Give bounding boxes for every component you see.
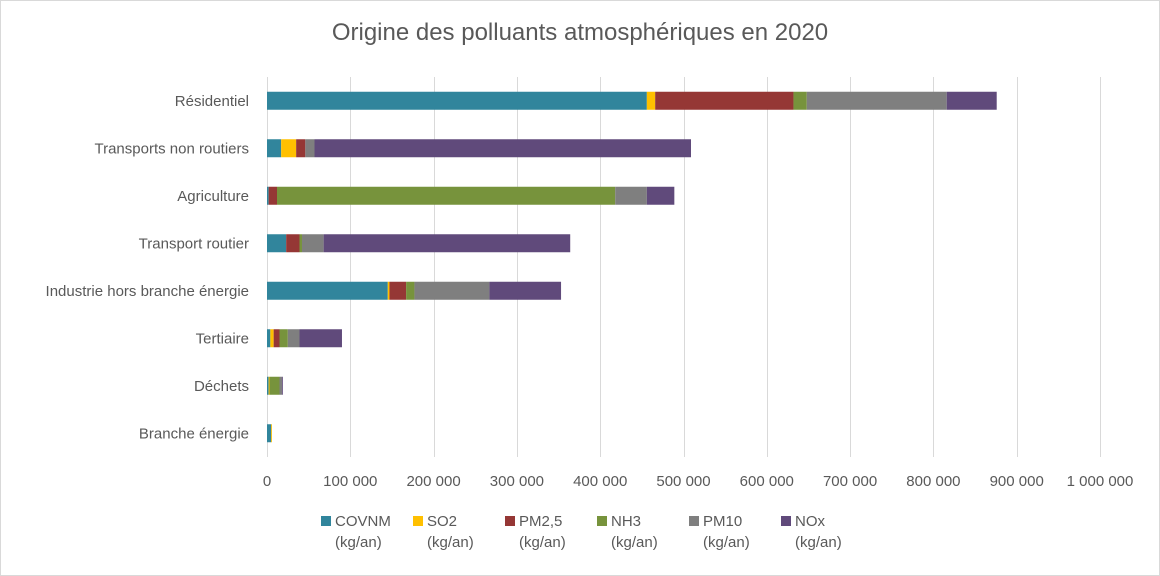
- bar-segment: [281, 139, 297, 158]
- category-label: Tertiaire: [196, 330, 249, 347]
- category-label: Déchets: [194, 378, 249, 395]
- x-tick-label: 500 000: [656, 473, 710, 490]
- chart-legend: COVNM (kg/an) SO2 (kg/an) PM2,5 (kg/an) NH3 (kg…: [321, 511, 873, 553]
- bar-segment: [267, 376, 269, 395]
- legend-swatch: [781, 516, 791, 526]
- bar-segment: [267, 424, 272, 443]
- legend-label: NH3 (kg/an): [611, 511, 658, 553]
- x-tick-label: 800 000: [906, 473, 960, 490]
- bar-segment: [268, 186, 277, 205]
- legend-label: PM10 (kg/an): [703, 511, 750, 553]
- legend-item: PM10 (kg/an): [689, 511, 781, 553]
- bar-segment: [655, 91, 794, 110]
- legend-item: PM2,5 (kg/an): [505, 511, 597, 553]
- chart-title: Origine des polluants atmosphériques en …: [331, 19, 829, 46]
- category-label: Agriculture: [177, 188, 249, 205]
- category-label: Transports non routiers: [94, 140, 249, 157]
- bar-segment: [267, 234, 287, 253]
- legend-label-line1: PM10: [703, 513, 743, 530]
- bar-segment: [267, 139, 282, 158]
- bar-segment: [414, 281, 490, 300]
- legend-item: NH3 (kg/an): [597, 511, 689, 553]
- legend-label-line1: COVNM: [335, 513, 391, 530]
- bar-segment: [387, 281, 390, 300]
- legend-label: SO2 (kg/an): [427, 511, 474, 553]
- x-tick-label: 1 000 000: [1067, 473, 1134, 490]
- bar-segment: [279, 376, 282, 395]
- bar-segment: [615, 186, 647, 205]
- bar-segment: [305, 139, 315, 158]
- bar-segment: [281, 376, 283, 395]
- bar-segment: [270, 329, 274, 348]
- bar-segment: [267, 186, 269, 205]
- bar-segment: [314, 139, 691, 158]
- bar-segment: [296, 139, 306, 158]
- bar-segment: [299, 234, 302, 253]
- bar-segment: [946, 91, 997, 110]
- legend-label-line1: NOx: [795, 513, 825, 530]
- legend-swatch: [597, 516, 607, 526]
- bar-segment: [267, 329, 271, 348]
- x-tick-label: 300 000: [490, 473, 544, 490]
- legend-item: SO2 (kg/an): [413, 511, 505, 553]
- x-tick-label: 100 000: [323, 473, 377, 490]
- bar-segment: [268, 376, 270, 395]
- category-label: Industrie hors branche énergie: [46, 283, 249, 300]
- legend-swatch: [321, 516, 331, 526]
- legend-label: NOx (kg/an): [795, 511, 842, 553]
- bar-segment: [406, 281, 415, 300]
- legend-swatch: [689, 516, 699, 526]
- bar-segment: [301, 234, 324, 253]
- bar-segment: [287, 329, 300, 348]
- legend-label-line2: (kg/an): [703, 534, 750, 551]
- legend-swatch: [505, 516, 515, 526]
- bar-segment: [323, 234, 571, 253]
- bar-segment: [646, 186, 675, 205]
- bar-segment: [273, 329, 280, 348]
- legend-label-line2: (kg/an): [427, 534, 474, 551]
- legend-label-line1: PM2,5: [519, 513, 563, 530]
- bar-segment: [299, 329, 342, 348]
- x-tick-label: 400 000: [573, 473, 627, 490]
- bar-segment: [489, 281, 562, 300]
- bar-segment: [267, 281, 388, 300]
- bar-segment: [793, 91, 807, 110]
- legend-label: PM2,5 (kg/an): [519, 511, 566, 553]
- legend-item: NOx (kg/an): [781, 511, 873, 553]
- bar-segment: [646, 91, 656, 110]
- bar-segment: [267, 91, 647, 110]
- bar-segment: [806, 91, 947, 110]
- category-label: Transport routier: [139, 235, 249, 252]
- category-label: Résidentiel: [175, 93, 249, 110]
- legend-label-line2: (kg/an): [519, 534, 566, 551]
- legend-label-line2: (kg/an): [611, 534, 658, 551]
- x-tick-label: 200 000: [406, 473, 460, 490]
- legend-label-line1: SO2: [427, 513, 458, 530]
- x-tick-label: 600 000: [740, 473, 794, 490]
- legend-label-line1: NH3: [611, 513, 642, 530]
- category-label: Branche énergie: [139, 425, 249, 442]
- x-tick-label: 0: [263, 473, 271, 490]
- bar-segment: [276, 186, 616, 205]
- legend-label-line2: (kg/an): [795, 534, 842, 551]
- bar-segment: [286, 234, 300, 253]
- legend-label-line2: (kg/an): [335, 534, 382, 551]
- legend-label: COVNM (kg/an): [335, 511, 391, 553]
- bar-segment: [271, 424, 272, 443]
- x-tick-label: 700 000: [823, 473, 877, 490]
- x-tick-label: 900 000: [990, 473, 1044, 490]
- bar-segment: [269, 376, 280, 395]
- bar-segment: [389, 281, 407, 300]
- legend-item: COVNM (kg/an): [321, 511, 413, 553]
- bar-segment: [279, 329, 288, 348]
- legend-swatch: [413, 516, 423, 526]
